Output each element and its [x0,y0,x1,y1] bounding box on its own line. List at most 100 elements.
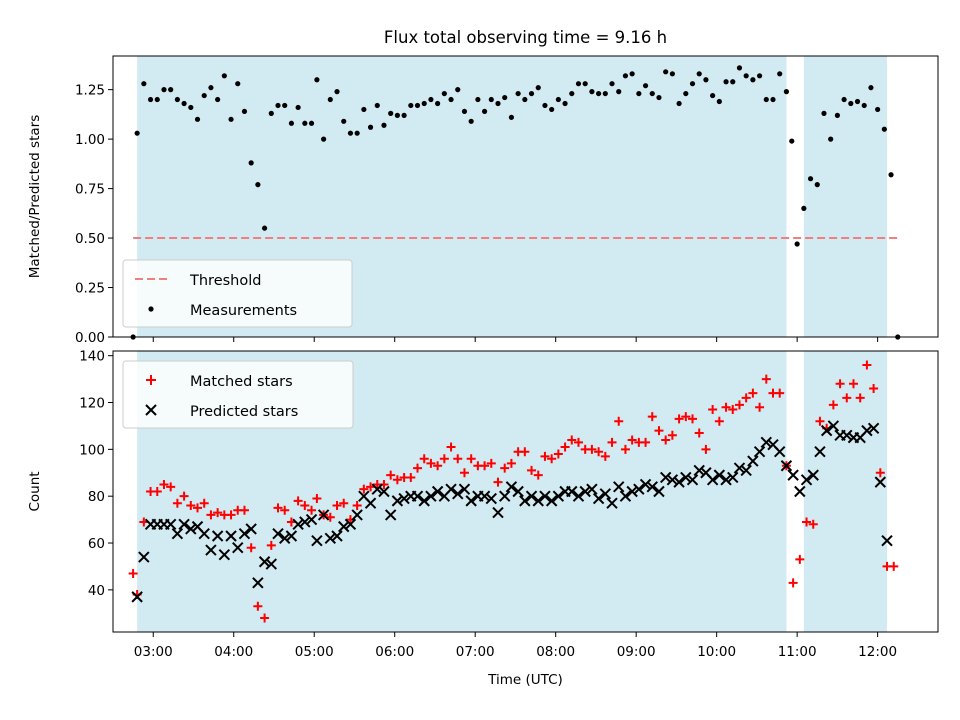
matched-stars-point-12 [206,510,216,520]
predicted-stars-point-74 [626,485,638,498]
predicted-stars-point-30 [331,530,343,542]
matched-stars-point-90 [728,405,738,415]
matched-stars-point-47 [439,454,449,464]
measurements-point-51 [468,118,474,124]
matched-stars-point-19 [253,601,263,611]
predicted-stars-point-39 [391,495,404,507]
measurements-point-66 [569,90,575,97]
measurements-point-22 [275,102,281,109]
measurements-point-96 [770,96,776,103]
ratio-axes-frame [112,55,939,338]
measurements-point-27 [308,120,315,126]
matched-stars-legend-label: Matched stars [190,374,293,390]
matched-stars-point-21 [266,540,276,550]
predicted-stars-point-83 [686,474,699,486]
matched-stars-point-106 [835,379,845,389]
predicted-stars-point-66 [572,490,585,502]
predicted-stars-point-15 [232,541,244,554]
legend-box [122,360,354,429]
matched-stars-point-101 [802,517,812,527]
x-tick-label-0: 03:00 [134,644,173,660]
measurements-point-34 [354,130,360,136]
measurements-point-92 [743,73,749,79]
y-tick-label-3: 0.75 [75,182,105,198]
predicted-stars-point-90 [733,462,746,474]
measurements-point-15 [228,116,234,122]
measurements-point-84 [689,81,696,87]
predicted-stars-point-101 [807,469,819,481]
predicted-stars-point-112 [881,534,893,547]
predicted-stars-point-84 [693,464,705,477]
measurements-point-40 [394,112,400,118]
y-tick-label-2: 0.50 [75,231,105,247]
predicted-stars-point-28 [317,509,330,521]
predicted-stars-point-29 [324,532,337,545]
matched-stars-legend-swatch [146,375,156,385]
matched-stars-point-10 [193,503,203,513]
x-tick-label-7: 10:00 [697,644,736,660]
matched-stars-point-5 [159,479,169,489]
matched-stars-point-70 [594,447,604,457]
measurements-point-62 [542,102,548,109]
measurements-point-6 [168,87,174,93]
predicted-stars-point-97 [780,460,793,472]
measurements-point-85 [696,71,702,77]
measurements-point-58 [515,90,521,97]
measurements-point-102 [807,176,814,182]
predicted-stars-point-75 [633,483,645,495]
measurements-point-114 [888,172,894,178]
matched-stars-point-88 [714,416,724,426]
y-tick-label-0: 0.00 [75,330,105,346]
predicted-stars-point-32 [344,518,357,530]
predicted-stars-point-111 [874,476,887,488]
predicted-stars-point-16 [238,527,251,540]
predicted-stars-point-14 [225,530,237,542]
predicted-stars-point-62 [545,495,558,507]
measurements-point-39 [388,110,394,116]
measurements-point-54 [488,96,494,103]
measurements-point-43 [414,102,421,109]
matched-stars-point-63 [547,454,557,464]
measurements-point-24 [288,120,295,126]
predicted-stars-point-6 [171,527,184,540]
measurements-point-20 [261,225,268,231]
predicted-stars-point-57 [512,485,524,498]
measurements-point-57 [508,114,515,120]
predicted-stars-point-10 [198,527,210,540]
measurements-point-53 [481,108,488,115]
predicted-stars-point-59 [525,490,538,502]
predicted-stars-point-35 [364,497,377,509]
predicted-stars-point-106 [841,429,853,442]
measurements-point-83 [683,90,689,97]
measurements-point-74 [622,73,629,79]
matched-stars-point-39 [386,470,396,480]
measurements-point-76 [636,90,642,97]
measurements-point-50 [461,108,468,115]
predicted-stars-point-81 [673,476,685,488]
ratio-y-axis-label: Matched/Predicted stars [27,115,43,278]
count-legend: Matched stars Predicted stars [122,360,354,429]
count-panel: 40 60 80 100 120 140 03:00 04:00 05:00 06:00 07:0… [27,349,939,688]
measurements-point-69 [589,89,595,95]
measurements-point-70 [596,90,602,97]
matched-stars-point-86 [701,444,711,454]
chart-title: Flux total observing time = 9.16 h [384,28,667,47]
count-y-ticks: 40 60 80 100 120 140 [79,349,113,599]
measurements-point-59 [522,96,528,103]
predicted-stars-point-92 [747,455,759,467]
matched-stars-point-44 [419,454,429,464]
measurements-point-90 [730,79,736,85]
measurements-point-8 [181,100,187,107]
measurements-point-113 [881,126,887,132]
matched-stars-point-100 [795,554,805,564]
matched-stars-point-64 [553,449,563,459]
measurements-point-3 [147,96,154,103]
measurements-point-78 [649,90,655,97]
matched-stars-point-31 [332,501,342,511]
predicted-stars-point-54 [492,506,504,519]
predicted-stars-point-8 [185,523,197,535]
matched-stars-point-93 [748,388,758,398]
measurements-point-95 [763,96,769,103]
measurements-legend-label: Measurements [190,303,297,319]
